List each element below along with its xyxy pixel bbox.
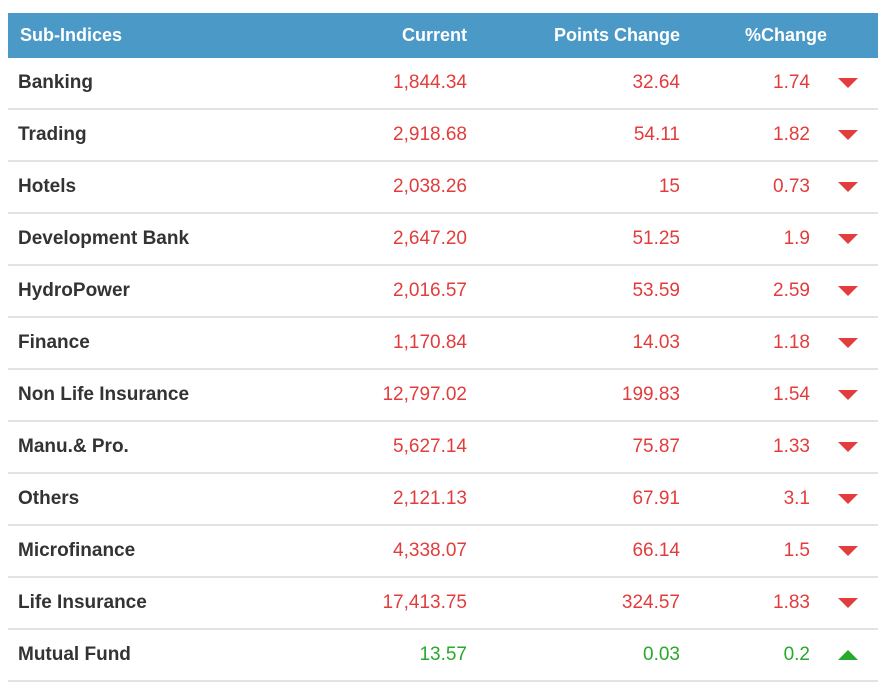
down-arrow-icon — [838, 493, 858, 504]
table-row: Others 2,121.13 67.91 3.1 — [8, 474, 878, 526]
points-change-value: 32.64 — [632, 72, 680, 93]
trend-cell — [818, 592, 878, 614]
table-row: Finance 1,170.84 14.03 1.18 — [8, 318, 878, 370]
down-arrow-icon — [838, 285, 858, 296]
pct-change-value: 1.82 — [773, 124, 810, 145]
trend-cell — [818, 488, 878, 510]
trend-cell — [818, 540, 878, 562]
current-value: 2,038.26 — [393, 176, 467, 197]
down-arrow-icon — [838, 545, 858, 556]
trend-cell — [818, 176, 878, 198]
pct-change-value: 3.1 — [783, 488, 810, 509]
trend-cell — [818, 644, 878, 666]
points-change-value: 53.59 — [632, 280, 680, 301]
points-change-value: 54.11 — [633, 124, 680, 145]
current-value: 2,918.68 — [393, 124, 467, 145]
current-value: 1,844.34 — [393, 72, 467, 93]
table-row: Life Insurance 17,413.75 324.57 1.83 — [8, 578, 878, 630]
pct-change-value: 0.2 — [783, 644, 810, 665]
points-change-value: 324.57 — [621, 592, 680, 613]
pct-change-value: 0.73 — [773, 176, 810, 197]
points-change-value: 51.25 — [632, 228, 680, 249]
sub-index-label: Development Bank — [18, 228, 190, 249]
sub-index-label: Trading — [18, 124, 87, 145]
down-arrow-icon — [838, 233, 858, 244]
column-header-current: Current — [401, 25, 467, 45]
down-arrow-icon — [838, 597, 858, 608]
current-value: 4,338.07 — [393, 540, 467, 561]
trend-cell — [818, 124, 878, 146]
down-arrow-icon — [838, 181, 858, 192]
sub-indices-table: Sub-Indices Current Points Change %Chang… — [8, 13, 878, 682]
pct-change-value: 1.83 — [773, 592, 810, 613]
pct-change-value: 1.18 — [773, 332, 810, 353]
trend-cell — [818, 228, 878, 250]
down-arrow-icon — [838, 389, 858, 400]
current-value: 2,647.20 — [393, 228, 467, 249]
table-row: Hotels 2,038.26 15 0.73 — [8, 162, 878, 214]
table-row: Banking 1,844.34 32.64 1.74 — [8, 58, 878, 110]
points-change-value: 0.03 — [643, 644, 680, 665]
current-value: 12,797.02 — [382, 384, 467, 405]
points-change-value: 199.83 — [621, 384, 680, 405]
pct-change-value: 1.74 — [773, 72, 810, 93]
sub-index-label: Life Insurance — [18, 592, 147, 613]
sub-index-label: Finance — [18, 332, 90, 353]
pct-change-value: 1.5 — [783, 540, 810, 561]
sub-index-label: Microfinance — [18, 540, 136, 561]
trend-cell — [818, 332, 878, 354]
current-value: 1,170.84 — [393, 332, 467, 353]
up-arrow-icon — [838, 649, 858, 660]
current-value: 2,016.57 — [393, 280, 467, 301]
current-value: 17,413.75 — [382, 592, 467, 613]
table-body: Banking 1,844.34 32.64 1.74 Trading 2,91… — [8, 58, 878, 682]
current-value: 2,121.13 — [393, 488, 467, 509]
current-value: 13.57 — [419, 644, 467, 665]
points-change-value: 14.03 — [632, 332, 680, 353]
sub-index-label: Mutual Fund — [18, 644, 131, 665]
sub-index-label: HydroPower — [18, 280, 130, 301]
column-header-pct-change: %Change — [744, 25, 827, 45]
table-header-row: Sub-Indices Current Points Change %Chang… — [8, 13, 878, 58]
down-arrow-icon — [838, 441, 858, 452]
pct-change-value: 1.9 — [783, 228, 810, 249]
sub-index-label: Non Life Insurance — [18, 384, 190, 405]
pct-change-value: 2.59 — [773, 280, 810, 301]
points-change-value: 67.91 — [632, 488, 680, 509]
sub-index-label: Banking — [18, 72, 93, 93]
points-change-value: 15 — [658, 176, 680, 197]
sub-index-label: Hotels — [18, 176, 77, 197]
trend-cell — [818, 280, 878, 302]
points-change-value: 75.87 — [632, 436, 680, 457]
down-arrow-icon — [838, 129, 858, 140]
table-row: Microfinance 4,338.07 66.14 1.5 — [8, 526, 878, 578]
down-arrow-icon — [838, 77, 858, 88]
sub-index-label: Manu.& Pro. — [18, 436, 129, 457]
pct-change-value: 1.33 — [773, 436, 810, 457]
sub-index-label: Others — [18, 488, 80, 509]
table-row: Manu.& Pro. 5,627.14 75.87 1.33 — [8, 422, 878, 474]
trend-cell — [818, 384, 878, 406]
down-arrow-icon — [838, 337, 858, 348]
current-value: 5,627.14 — [393, 436, 467, 457]
trend-cell — [818, 72, 878, 94]
table-row: Trading 2,918.68 54.11 1.82 — [8, 110, 878, 162]
table-row: HydroPower 2,016.57 53.59 2.59 — [8, 266, 878, 318]
column-header-sub-indices: Sub-Indices — [20, 25, 123, 45]
table-row: Development Bank 2,647.20 51.25 1.9 — [8, 214, 878, 266]
table-row: Non Life Insurance 12,797.02 199.83 1.54 — [8, 370, 878, 422]
column-header-points-change: Points Change — [553, 25, 680, 45]
points-change-value: 66.14 — [632, 540, 680, 561]
table-row: Mutual Fund 13.57 0.03 0.2 — [8, 630, 878, 682]
pct-change-value: 1.54 — [773, 384, 810, 405]
trend-cell — [818, 436, 878, 458]
